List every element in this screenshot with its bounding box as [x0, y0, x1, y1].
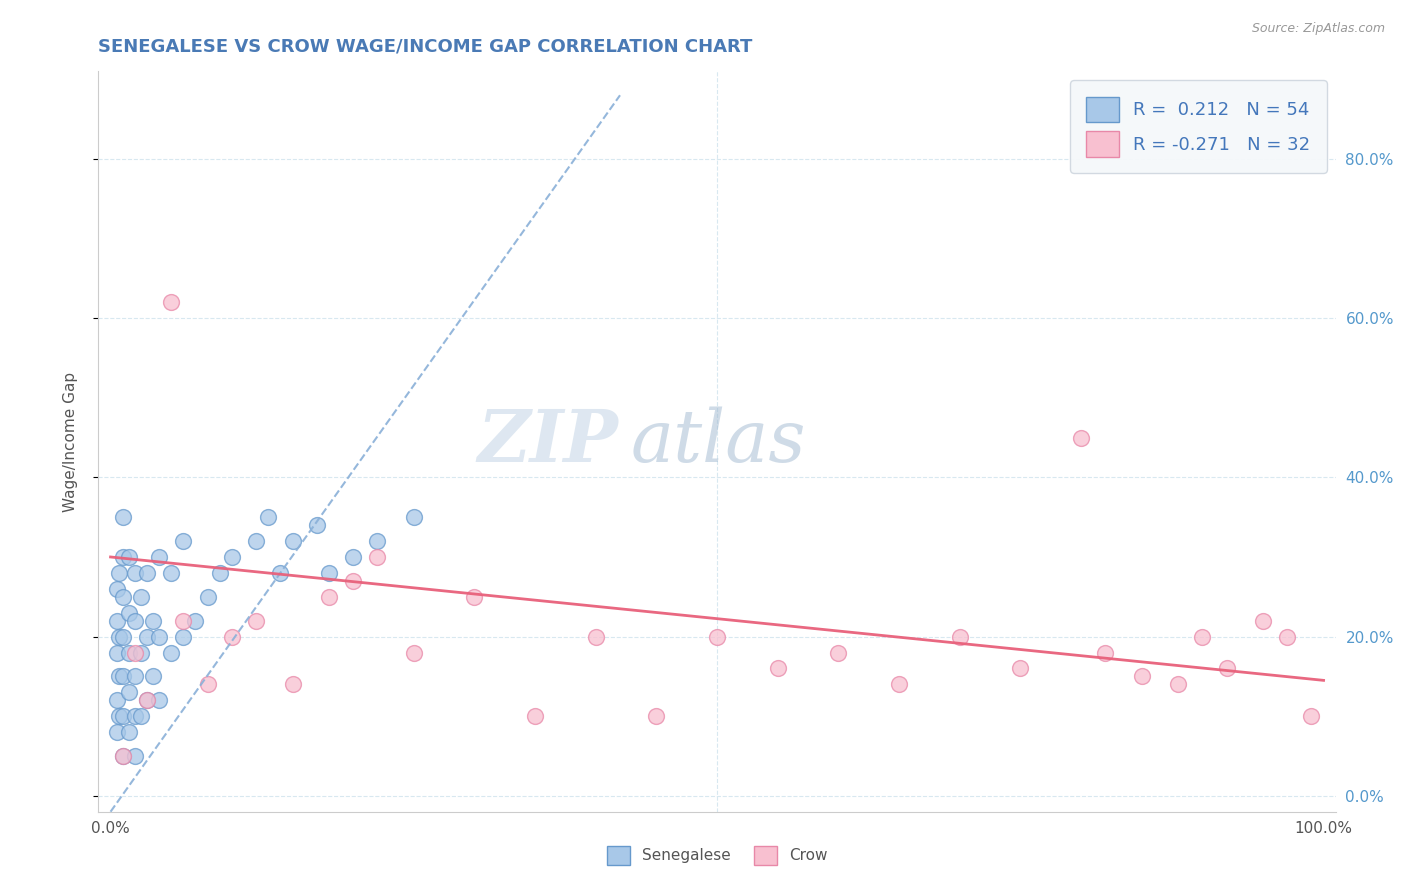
- Text: Source: ZipAtlas.com: Source: ZipAtlas.com: [1251, 22, 1385, 36]
- Point: [208, 566, 231, 580]
- Point: [1130, 669, 1153, 683]
- Point: [129, 646, 152, 660]
- Point: [221, 549, 243, 564]
- Point: [281, 534, 304, 549]
- Point: [827, 646, 849, 660]
- Point: [136, 566, 159, 580]
- Point: [305, 518, 328, 533]
- Point: [318, 590, 340, 604]
- Text: atlas: atlas: [630, 406, 806, 477]
- Point: [645, 709, 668, 723]
- Text: ZIP: ZIP: [477, 406, 619, 477]
- Point: [318, 566, 340, 580]
- Point: [1010, 661, 1032, 675]
- Point: [111, 749, 134, 764]
- Point: [160, 566, 183, 580]
- Point: [124, 709, 146, 723]
- Point: [1301, 709, 1323, 723]
- Point: [108, 566, 131, 580]
- Point: [172, 614, 194, 628]
- Point: [136, 693, 159, 707]
- Text: SENEGALESE VS CROW WAGE/INCOME GAP CORRELATION CHART: SENEGALESE VS CROW WAGE/INCOME GAP CORRE…: [98, 38, 752, 56]
- Point: [118, 685, 141, 699]
- Point: [949, 630, 972, 644]
- Point: [197, 677, 219, 691]
- Point: [111, 510, 134, 524]
- Point: [257, 510, 280, 524]
- Point: [148, 630, 170, 644]
- Y-axis label: Wage/Income Gap: Wage/Income Gap: [63, 371, 77, 512]
- Point: [172, 534, 194, 549]
- Point: [111, 669, 134, 683]
- Point: [1070, 431, 1092, 445]
- Point: [706, 630, 728, 644]
- Point: [111, 549, 134, 564]
- Point: [342, 574, 364, 588]
- Point: [221, 630, 243, 644]
- Point: [124, 646, 146, 660]
- Point: [105, 693, 128, 707]
- Point: [1094, 646, 1116, 660]
- Point: [142, 669, 165, 683]
- Point: [111, 709, 134, 723]
- Legend: Senegalese, Crow: Senegalese, Crow: [600, 840, 834, 871]
- Point: [1167, 677, 1189, 691]
- Point: [124, 614, 146, 628]
- Point: [118, 549, 141, 564]
- Point: [108, 669, 131, 683]
- Point: [105, 614, 128, 628]
- Point: [766, 661, 789, 675]
- Point: [245, 614, 267, 628]
- Point: [108, 709, 131, 723]
- Point: [160, 295, 183, 310]
- Point: [129, 590, 152, 604]
- Point: [118, 646, 141, 660]
- Point: [148, 693, 170, 707]
- Point: [118, 606, 141, 620]
- Point: [463, 590, 485, 604]
- Point: [402, 646, 425, 660]
- Point: [366, 549, 388, 564]
- Point: [524, 709, 547, 723]
- Point: [105, 725, 128, 739]
- Point: [129, 709, 152, 723]
- Point: [1275, 630, 1298, 644]
- Point: [124, 669, 146, 683]
- Point: [108, 630, 131, 644]
- Point: [281, 677, 304, 691]
- Point: [1215, 661, 1237, 675]
- Point: [172, 630, 194, 644]
- Point: [184, 614, 207, 628]
- Point: [887, 677, 910, 691]
- Point: [197, 590, 219, 604]
- Point: [136, 693, 159, 707]
- Point: [148, 549, 170, 564]
- Point: [136, 630, 159, 644]
- Point: [105, 582, 128, 596]
- Point: [366, 534, 388, 549]
- Point: [160, 646, 183, 660]
- Point: [118, 725, 141, 739]
- Point: [269, 566, 291, 580]
- Point: [111, 590, 134, 604]
- Point: [402, 510, 425, 524]
- Point: [1251, 614, 1274, 628]
- Point: [105, 646, 128, 660]
- Point: [111, 630, 134, 644]
- Point: [245, 534, 267, 549]
- Point: [142, 614, 165, 628]
- Point: [111, 749, 134, 764]
- Point: [124, 566, 146, 580]
- Point: [342, 549, 364, 564]
- Point: [1191, 630, 1213, 644]
- Point: [585, 630, 607, 644]
- Point: [124, 749, 146, 764]
